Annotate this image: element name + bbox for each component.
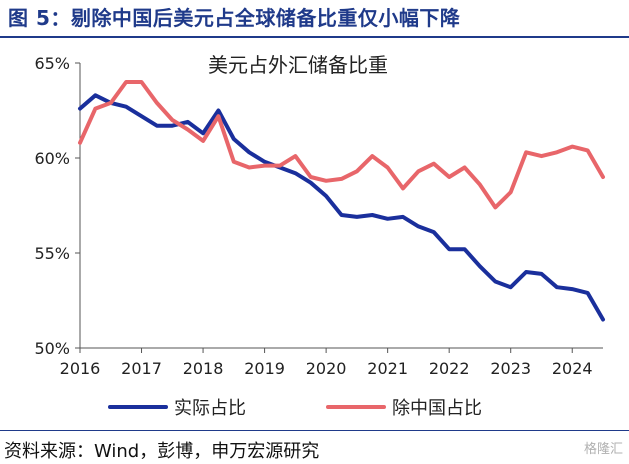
y-tick-label: 55% bbox=[34, 244, 70, 263]
legend-label-1: 除中国占比 bbox=[392, 398, 482, 419]
source-note: 资料来源：Wind，彭博，申万宏源研究 bbox=[4, 441, 320, 462]
x-tick-label: 2016 bbox=[60, 359, 101, 378]
y-tick-label: 60% bbox=[34, 149, 70, 168]
x-tick-label: 2022 bbox=[429, 359, 470, 378]
series-line-0 bbox=[78, 93, 605, 322]
source-rule bbox=[0, 430, 629, 431]
x-tick-label: 2019 bbox=[244, 359, 285, 378]
y-tick-label: 50% bbox=[34, 339, 70, 358]
line-chart: 50% 55% 60% 65% 2016 2017 2018 2019 2020 2021 2022… bbox=[34, 53, 605, 419]
legend: 实际占比 除中国占比 bbox=[108, 398, 482, 419]
x-tick-label: 2023 bbox=[490, 359, 531, 378]
title-rule bbox=[0, 36, 629, 38]
y-tick-label: 65% bbox=[34, 54, 70, 73]
x-tick-label: 2021 bbox=[367, 359, 408, 378]
axes: 50% 55% 60% 65% 2016 2017 2018 2019 2020 2021 2022… bbox=[34, 54, 603, 378]
x-tick-label: 2024 bbox=[552, 359, 593, 378]
chart-title: 美元占外汇储备比重 bbox=[208, 53, 388, 77]
x-tick-label: 2017 bbox=[121, 359, 162, 378]
x-tick-label: 2020 bbox=[306, 359, 347, 378]
figure-title: 图 5：剔除中国后美元占全球储备比重仅小幅下降 bbox=[8, 6, 461, 30]
series-line-1 bbox=[78, 80, 605, 210]
legend-label-0: 实际占比 bbox=[174, 398, 246, 419]
x-tick-label: 2018 bbox=[183, 359, 224, 378]
series-lines bbox=[78, 80, 605, 322]
watermark-logo: 格隆汇 bbox=[583, 442, 623, 457]
